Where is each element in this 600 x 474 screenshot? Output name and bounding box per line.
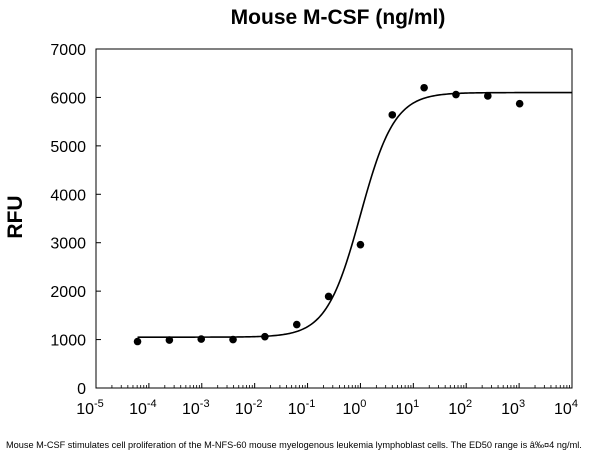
data-point (356, 240, 365, 249)
chart: Mouse M-CSF (ng/ml) RFU 0 1000 2000 3000 400… (4, 6, 578, 418)
y-axis: 0 1000 2000 3000 4000 5000 6000 7000 (50, 42, 101, 398)
data-point (388, 111, 397, 119)
y-tick-label: 5000 (50, 139, 86, 156)
data-point (133, 337, 142, 346)
x-tick-label: 10-1 (288, 398, 316, 418)
x-tick-label: 10-3 (182, 398, 210, 418)
data-point (515, 99, 524, 108)
fit-curve (137, 91, 572, 338)
figure-caption: Mouse M-CSF stimulates cell proliferatio… (6, 440, 582, 450)
data-point (197, 335, 206, 343)
y-tick-label: 4000 (50, 187, 86, 204)
chart-title: Mouse M-CSF (ng/ml) (231, 6, 446, 29)
x-tick-label: 104 (554, 398, 578, 418)
data-point (420, 83, 428, 92)
x-tick-label: 10-5 (76, 398, 104, 418)
x-tick-label: 102 (448, 398, 472, 418)
y-tick-label: 6000 (50, 90, 86, 107)
y-tick-label: 0 (77, 381, 86, 398)
data-point (324, 292, 333, 301)
x-tick-label: 101 (395, 398, 419, 418)
y-tick-label: 3000 (50, 236, 86, 253)
data-point (261, 332, 269, 341)
data-point (484, 92, 492, 100)
plot-area (95, 48, 573, 389)
data-point (452, 90, 460, 99)
x-tick-label: 10-4 (129, 398, 157, 418)
y-tick-label: 1000 (50, 333, 86, 350)
x-tick-label: 10-2 (235, 398, 263, 418)
data-point (165, 336, 174, 344)
data-point (229, 335, 237, 344)
y-axis-label: RFU (4, 195, 27, 238)
x-tick-label: 100 (342, 398, 366, 418)
data-point (292, 320, 301, 329)
y-tick-label: 2000 (50, 284, 86, 301)
x-axis: 10-5 10-4 10-3 10-2 10-1 100 101 102 103 104 (76, 383, 578, 418)
x-tick-label: 103 (501, 398, 525, 418)
y-tick-label: 7000 (50, 42, 86, 59)
data-points (133, 83, 524, 346)
